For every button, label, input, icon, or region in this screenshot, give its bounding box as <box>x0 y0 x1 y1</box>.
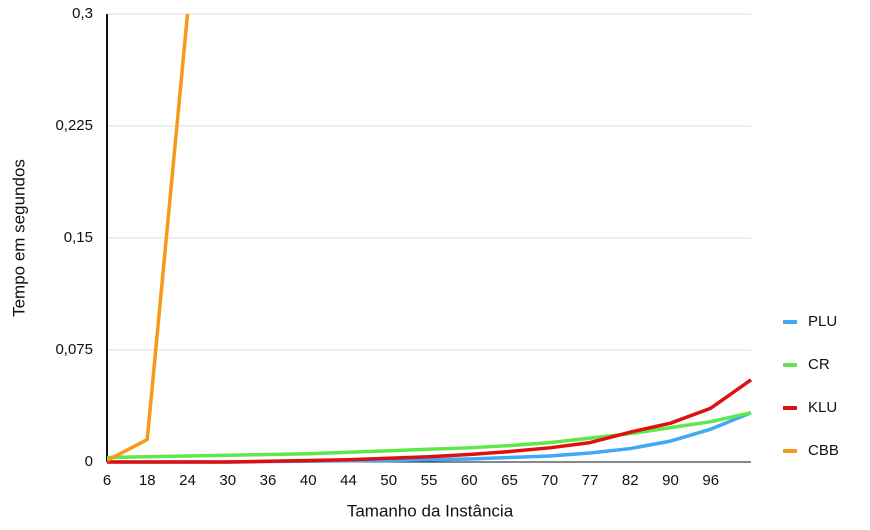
legend-label: CBB <box>808 442 839 459</box>
y-tick-label: 0,3 <box>72 5 93 22</box>
legend-label: KLU <box>808 399 837 416</box>
x-tick-label: 60 <box>461 472 478 489</box>
y-tick-label: 0,075 <box>55 341 93 358</box>
series-line <box>107 411 752 460</box>
x-tick-label: 82 <box>622 472 639 489</box>
x-tick-label: 70 <box>541 472 558 489</box>
legend-label: PLU <box>808 313 837 330</box>
series-line <box>107 13 190 463</box>
x-tick-label: 44 <box>340 472 357 489</box>
x-tick-label: 36 <box>260 472 277 489</box>
x-tick-label: 18 <box>139 472 156 489</box>
x-tick-label: 55 <box>421 472 438 489</box>
x-tick-label: 65 <box>501 472 518 489</box>
x-tick-label: 40 <box>300 472 317 489</box>
x-tick-label: 50 <box>380 472 397 489</box>
x-tick-label: 77 <box>582 472 599 489</box>
x-tick-label: 90 <box>662 472 679 489</box>
x-axis-label: Tamanho da Instância <box>347 501 514 520</box>
y-tick-label: 0 <box>85 453 93 470</box>
y-axis-label: Tempo em segundos <box>9 159 28 317</box>
x-tick-label: 24 <box>179 472 196 489</box>
series-line <box>107 378 753 464</box>
legend-label: CR <box>808 356 830 373</box>
x-tick-label: 96 <box>702 472 719 489</box>
y-tick-label: 0,225 <box>55 117 93 134</box>
y-tick-label: 0,15 <box>64 229 93 246</box>
x-tick-label: 30 <box>219 472 236 489</box>
x-tick-label: 6 <box>103 472 111 489</box>
